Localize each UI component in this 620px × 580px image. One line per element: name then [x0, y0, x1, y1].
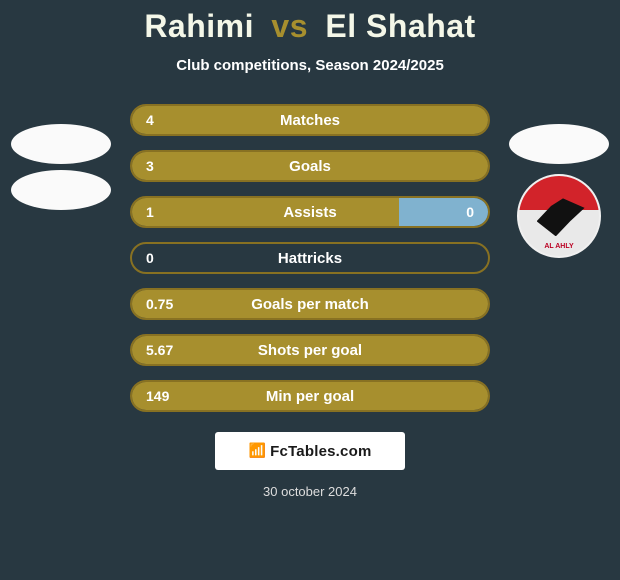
date: 30 october 2024: [0, 484, 620, 499]
branding-text: FcTables.com: [270, 443, 371, 460]
branding[interactable]: 📶 FcTables.com: [215, 432, 405, 470]
stat-label: Shots per goal: [132, 336, 488, 364]
vs-text: vs: [271, 8, 308, 44]
stat-label: Goals per match: [132, 290, 488, 318]
stat-bars: 4Matches3Goals1Assists00Hattricks0.75Goa…: [130, 104, 490, 412]
stat-row: 3Goals: [130, 150, 490, 182]
stat-row: 0.75Goals per match: [130, 288, 490, 320]
stat-label: Min per goal: [132, 382, 488, 410]
stat-label: Goals: [132, 152, 488, 180]
avatar-placeholder: [509, 124, 609, 164]
stat-label: Matches: [132, 106, 488, 134]
avatar-placeholder: [11, 170, 111, 210]
club-name: AL AHLY: [519, 243, 599, 250]
stat-row: 5.67Shots per goal: [130, 334, 490, 366]
avatars-right: AL AHLY: [504, 118, 614, 258]
stat-row: 1Assists0: [130, 196, 490, 228]
stat-label: Hattricks: [132, 244, 488, 272]
club-badge: AL AHLY: [517, 174, 601, 258]
chart-icon: 📶: [249, 442, 267, 459]
avatar-placeholder: [11, 124, 111, 164]
stat-row: 149Min per goal: [130, 380, 490, 412]
player1-name: Rahimi: [144, 8, 254, 44]
title: Rahimi vs El Shahat: [0, 0, 620, 45]
stat-row: 4Matches: [130, 104, 490, 136]
subtitle: Club competitions, Season 2024/2025: [0, 57, 620, 74]
stat-row: 0Hattricks: [130, 242, 490, 274]
avatars-left: [6, 118, 116, 216]
stat-label: Assists: [132, 198, 488, 226]
player2-name: El Shahat: [325, 8, 475, 44]
value-right: 0: [466, 198, 474, 226]
